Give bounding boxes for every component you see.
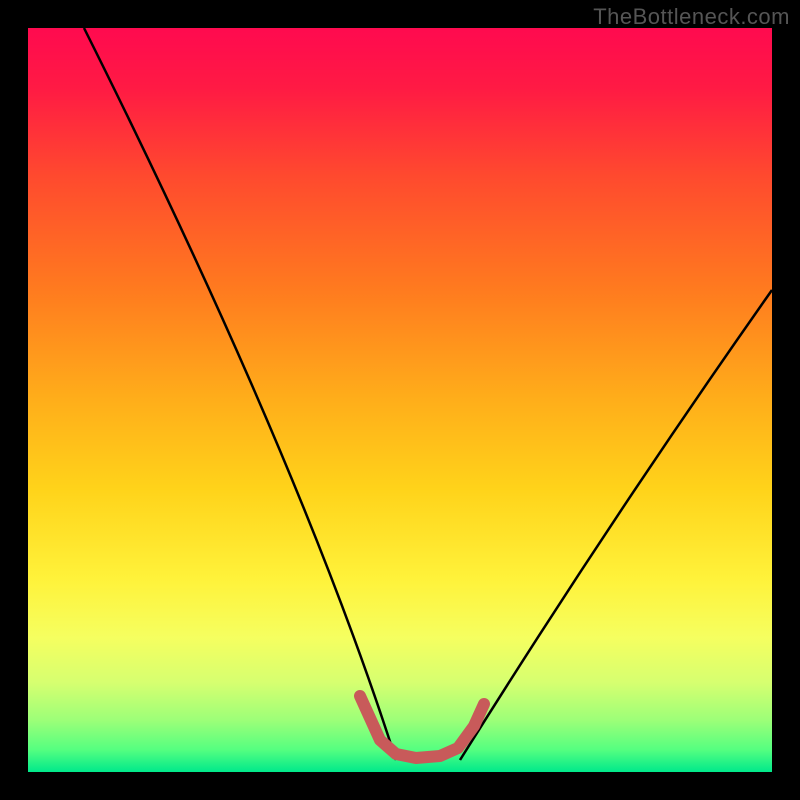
chart-canvas <box>0 0 800 800</box>
watermark-text: TheBottleneck.com <box>593 4 790 30</box>
chart-container: TheBottleneck.com <box>0 0 800 800</box>
